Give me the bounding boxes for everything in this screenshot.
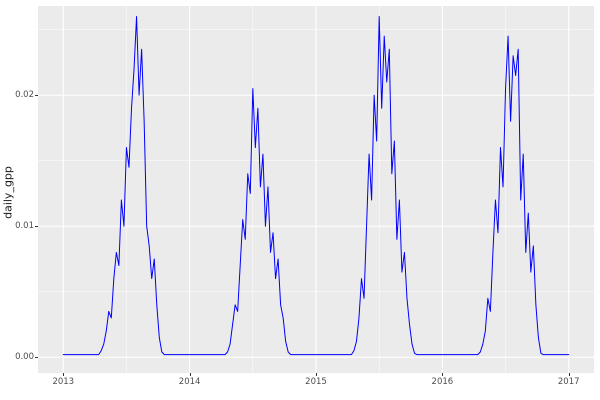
- x-tick-mark: [568, 373, 570, 376]
- x-tick-mark: [316, 373, 317, 376]
- plot-panel: [38, 6, 594, 373]
- y-tick-mark: [35, 95, 38, 97]
- x-tick-mark: [63, 373, 65, 376]
- x-tick-label: 2014: [178, 377, 201, 387]
- x-tick-mark: [442, 373, 444, 376]
- y-tick-mark: [35, 226, 38, 228]
- x-tick-label: 2017: [557, 377, 580, 387]
- line-chart: [38, 6, 594, 373]
- y-tick-label: 0.01: [15, 220, 34, 231]
- y-axis-title: daily_gpp: [1, 166, 15, 219]
- y-tick-label: 0.02: [15, 89, 34, 100]
- y-tick-mark: [35, 357, 38, 359]
- y-tick-label: 0.00: [15, 351, 34, 362]
- x-tick-mark: [189, 373, 191, 376]
- x-tick-label: 2013: [52, 377, 75, 387]
- x-tick-label: 2015: [305, 377, 327, 387]
- x-tick-label: 2016: [431, 377, 454, 387]
